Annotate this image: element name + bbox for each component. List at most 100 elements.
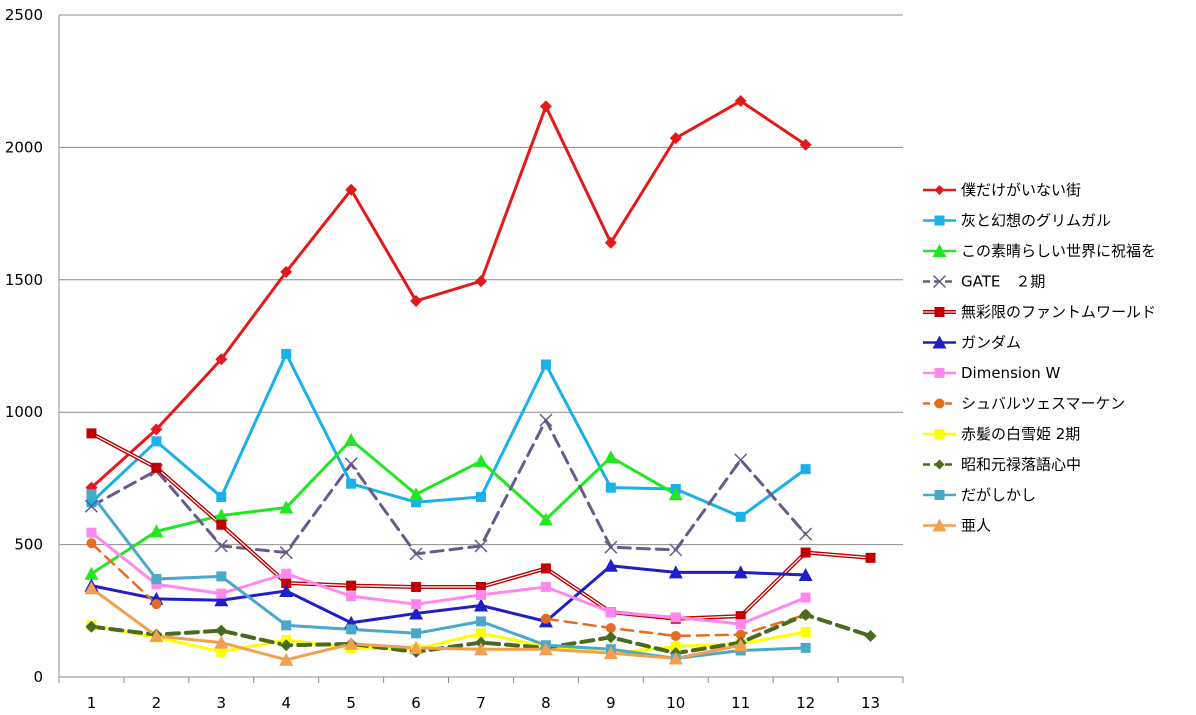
- y-tick-label: 500: [14, 536, 43, 554]
- square-marker: [800, 592, 811, 603]
- square-marker: [216, 571, 227, 582]
- triangle-marker: [603, 646, 618, 660]
- diamond-marker: [280, 265, 293, 278]
- square-marker: [800, 642, 811, 653]
- legend-item: 赤髪の白雪姫 2期: [923, 425, 1080, 443]
- square-marker: [800, 464, 811, 475]
- square-marker: [735, 511, 746, 522]
- square-marker: [281, 568, 292, 579]
- x-marker: [734, 453, 748, 467]
- series-line-segment: [89, 99, 808, 490]
- series-line: [89, 623, 808, 655]
- legend-label: 無彩限のファントムワールド: [961, 303, 1156, 321]
- diamond-marker: [734, 95, 747, 108]
- series-line: [89, 531, 808, 626]
- series-markers: [84, 95, 877, 666]
- x-tick-label: 4: [281, 694, 291, 712]
- triangle-marker: [214, 508, 229, 522]
- x-marker: [604, 540, 618, 554]
- series-line-segment: [89, 531, 808, 626]
- x-marker: [932, 274, 947, 289]
- x-tick-label: 6: [411, 694, 421, 712]
- series-line-segment: [89, 418, 808, 556]
- square-marker: [934, 215, 945, 226]
- square-marker: [800, 547, 811, 558]
- square-marker: [605, 607, 616, 618]
- y-tick-label: 1500: [5, 271, 43, 289]
- series-line-segment: [544, 613, 807, 638]
- diamond-marker: [215, 624, 228, 637]
- x-marker: [539, 413, 553, 427]
- legend-label: GATE ２期: [961, 273, 1045, 291]
- square-marker: [735, 619, 746, 630]
- legend-item: 灰と幻想のグリムガル: [923, 212, 1111, 230]
- square-marker: [411, 581, 422, 592]
- circle-marker: [86, 538, 97, 549]
- triangle-marker: [474, 598, 488, 612]
- series-markers: [84, 433, 683, 580]
- triangle-marker: [214, 635, 229, 649]
- series-line-segment: [89, 352, 808, 519]
- x-tick-label: 9: [606, 694, 616, 712]
- triangle-marker: [603, 558, 618, 572]
- square-marker: [151, 579, 162, 590]
- legend-item: 僕だけがいない街: [923, 181, 1081, 199]
- square-marker: [86, 489, 97, 500]
- x-marker: [84, 499, 98, 513]
- series-line: [89, 99, 808, 490]
- circle-marker: [151, 599, 162, 610]
- square-marker: [476, 581, 486, 592]
- x-tick-label: 5: [346, 694, 356, 712]
- series-lines: [89, 99, 873, 662]
- triangle-marker: [603, 450, 618, 464]
- triangle-marker: [409, 606, 424, 620]
- square-marker: [281, 348, 292, 359]
- square-marker: [86, 497, 97, 508]
- diamond-marker: [604, 236, 617, 249]
- triangle-marker: [279, 583, 294, 597]
- square-marker: [216, 588, 227, 599]
- diamond-marker: [85, 620, 98, 633]
- y-tick-label: 2500: [5, 6, 43, 24]
- y-tick-labels: 0 500 1000 1500 2000 2500: [5, 6, 43, 686]
- x-tick-label: 11: [731, 694, 750, 712]
- triangle-marker: [474, 454, 488, 468]
- triangle-marker: [932, 335, 947, 349]
- circle-marker: [934, 398, 945, 409]
- square-marker: [86, 428, 97, 439]
- y-tick-label: 0: [33, 668, 43, 686]
- series-line: [89, 352, 808, 519]
- series-line: [90, 542, 807, 638]
- square-marker: [735, 611, 746, 622]
- x-tick-label: 8: [541, 694, 551, 712]
- diamond-marker: [280, 639, 293, 652]
- x-tick-labels: 1 2 3 4 5 6 7 8 9 10 11 12 13: [87, 694, 880, 712]
- legend-label: 亜人: [961, 517, 991, 535]
- series-line: [89, 564, 808, 625]
- square-marker: [934, 368, 945, 378]
- square-marker: [346, 591, 357, 602]
- square-marker: [800, 626, 811, 637]
- square-marker: [476, 589, 486, 600]
- triangle-marker: [279, 500, 294, 514]
- diamond-marker: [604, 631, 617, 644]
- x-marker: [409, 547, 423, 561]
- square-marker: [934, 429, 945, 439]
- series-line-segment: [89, 564, 808, 625]
- legend-item: この素晴らしい世界に祝福を: [923, 242, 1156, 260]
- triangle-marker: [733, 638, 748, 652]
- legend-label: だがしかし: [961, 486, 1036, 504]
- triangle-marker: [149, 628, 164, 642]
- square-marker: [411, 497, 422, 508]
- x-tick-label: 2: [152, 694, 162, 712]
- diamond-marker: [669, 132, 682, 145]
- legend-label: 灰と幻想のグリムガル: [961, 212, 1111, 230]
- series-markers: [86, 527, 811, 630]
- axes: [58, 15, 904, 683]
- legend-label: 昭和元禄落語心中: [961, 456, 1081, 474]
- x-marker: [344, 457, 358, 471]
- triangle-marker: [84, 581, 99, 595]
- triangle-marker: [84, 566, 99, 580]
- square-marker: [476, 491, 486, 502]
